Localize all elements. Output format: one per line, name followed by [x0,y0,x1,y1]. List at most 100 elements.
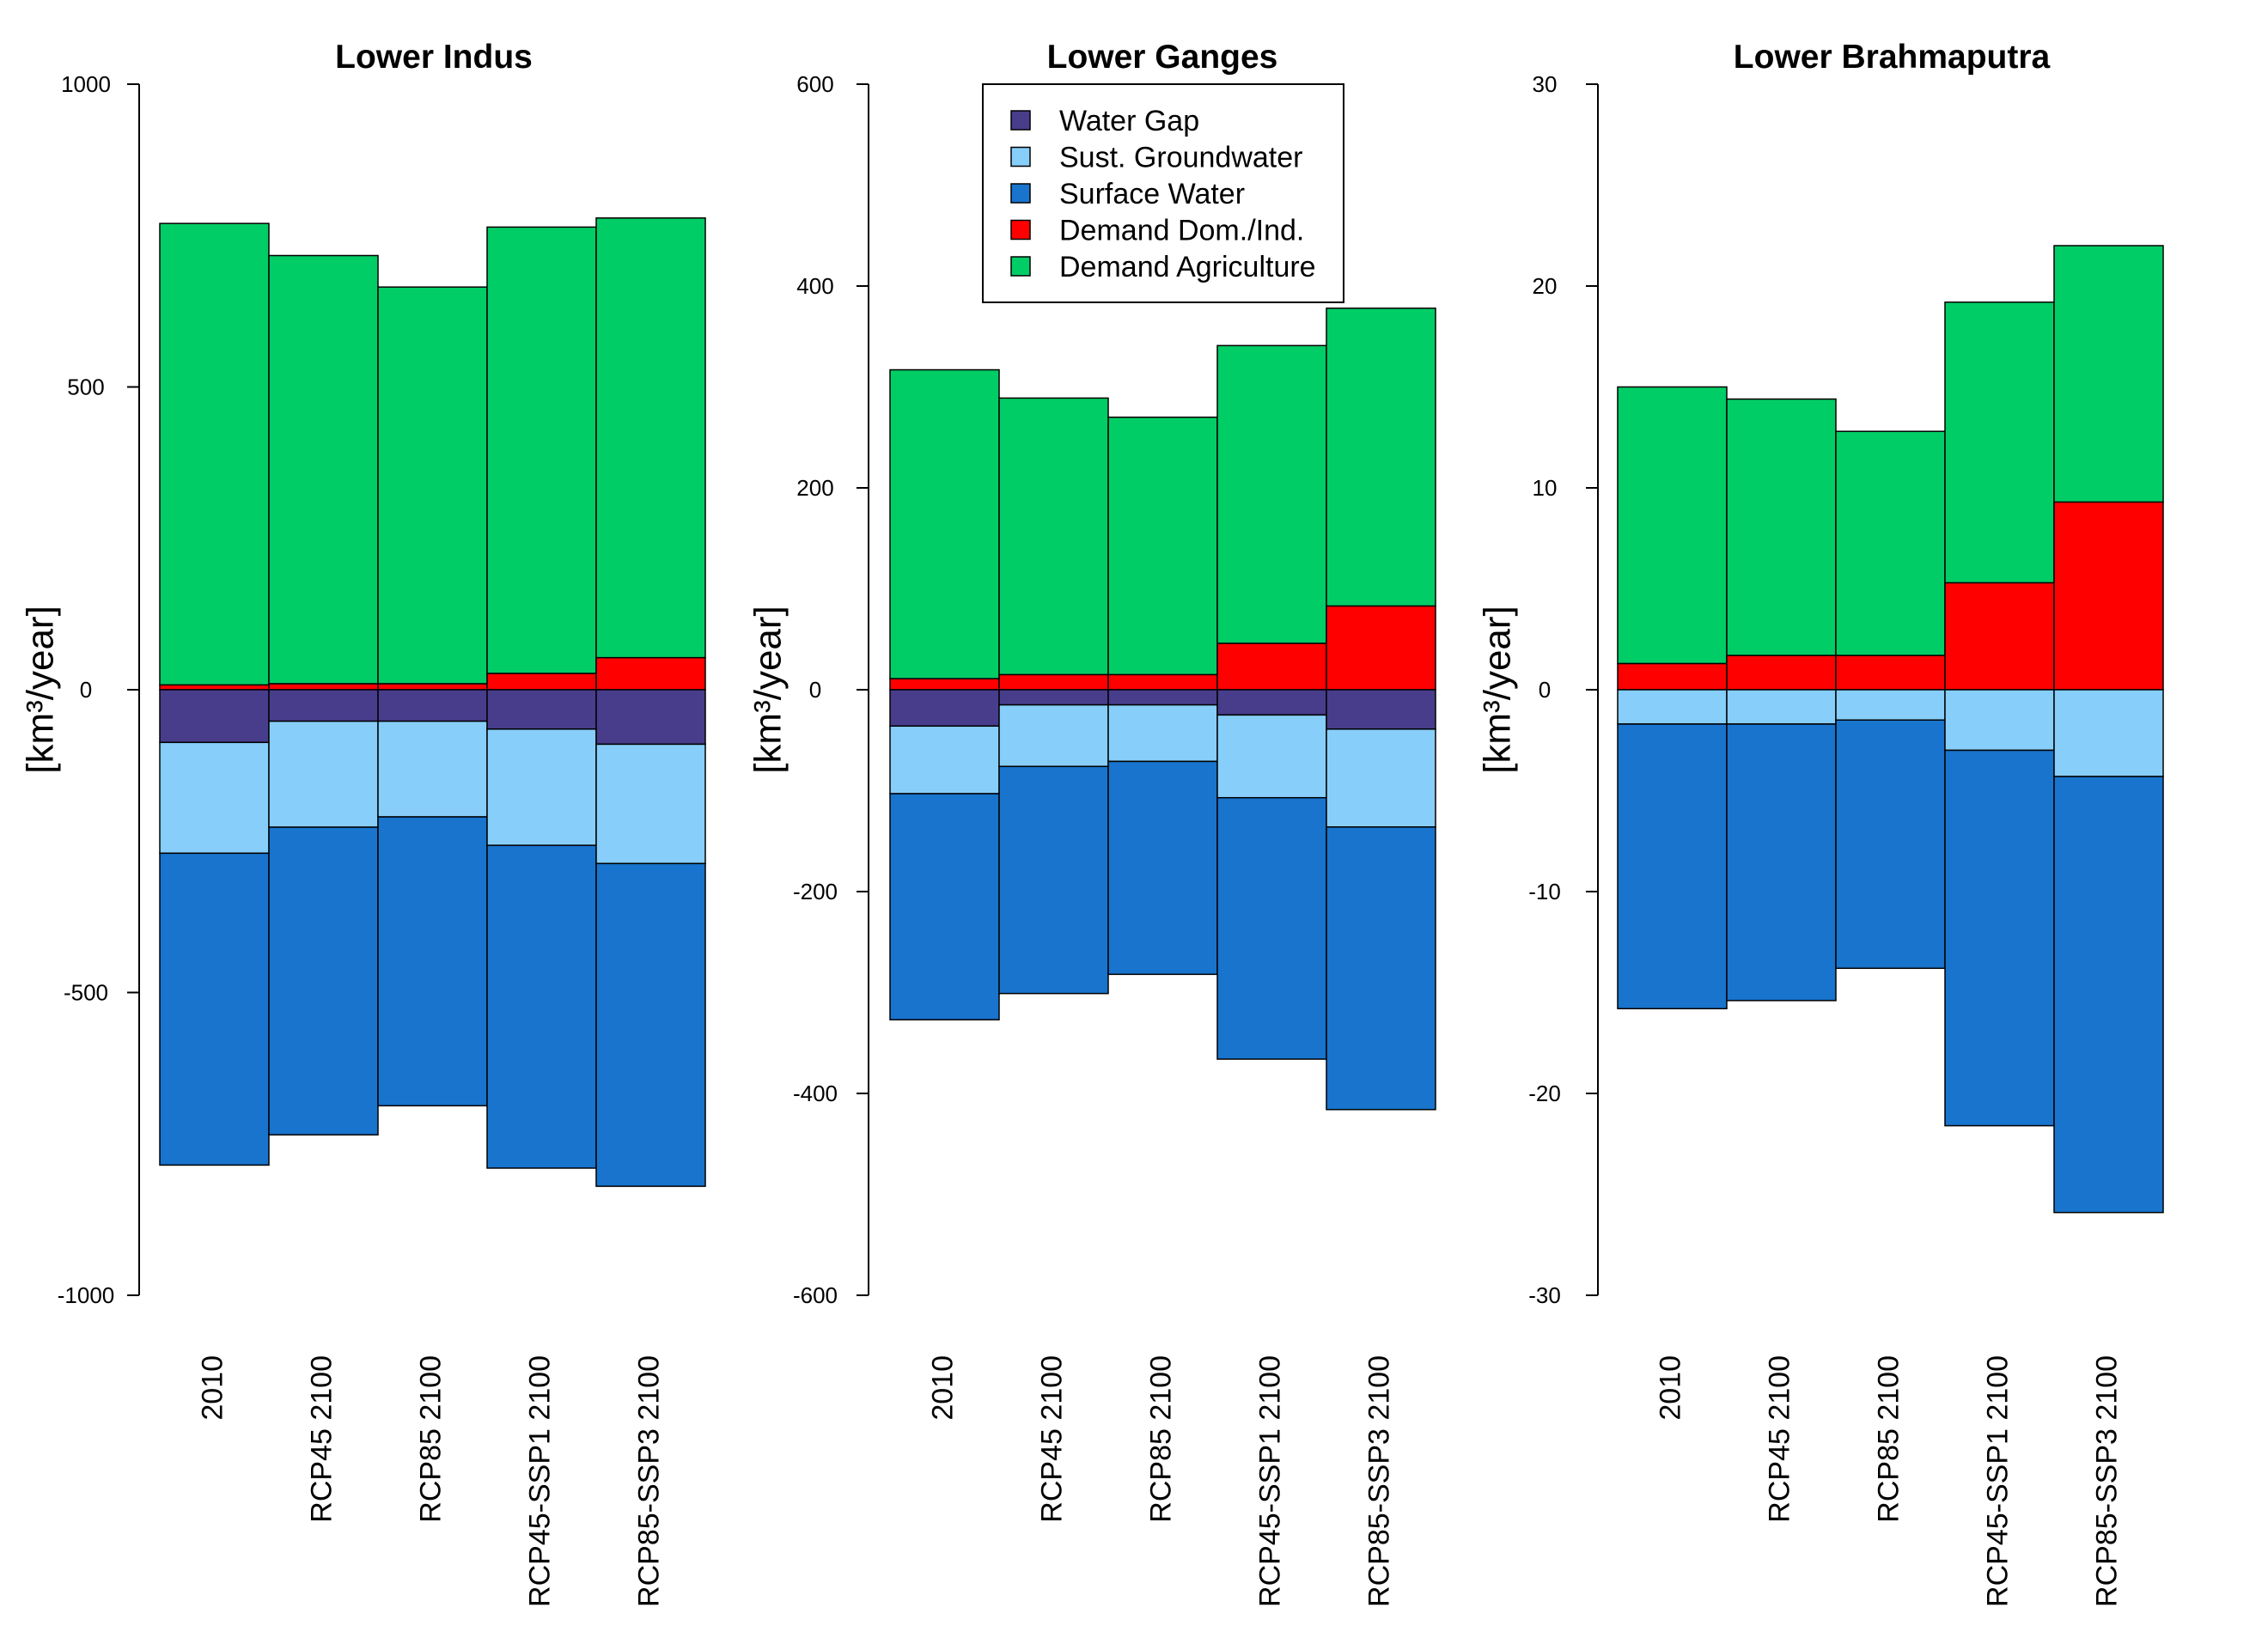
bar-demand-dom-ind [1107,673,1218,691]
bar-surface-water [1726,723,1837,1002]
bar-sust-groundwater [268,720,379,828]
bar-demand-agriculture [1726,398,1837,656]
bar-water-gap [595,689,706,746]
bar-demand-dom-ind [1216,642,1327,691]
y-tick-label: 1000 [61,71,111,97]
legend-swatch-demand-agriculture [1010,256,1031,277]
bar-demand-agriculture [1835,430,1946,656]
bar-demand-agriculture [1326,308,1436,607]
bar-demand-agriculture [377,286,488,685]
bar-demand-dom-ind [268,683,379,691]
bar-surface-water [889,793,1000,1020]
legend-label: Demand Agriculture [1059,251,1316,283]
bar-sust-groundwater [1726,689,1837,725]
legend-label: Surface Water [1059,178,1245,210]
legend-label: Water Gap [1059,105,1199,137]
y-tick-label: -20 [1528,1081,1561,1106]
y-axis-label: [km³/year] [1477,606,1519,774]
y-tick-label: -200 [793,879,838,904]
category-label: RCP85 2100 [1872,1355,1905,1523]
bar-demand-agriculture [159,222,270,686]
y-tick-label: 20 [1533,273,1558,299]
bar-demand-agriculture [1944,301,2055,584]
category-label: RCP85 2100 [414,1355,447,1523]
bar-demand-dom-ind [1617,662,1728,691]
category-label: 2010 [196,1355,229,1421]
bar-surface-water [1107,760,1218,976]
bar-surface-water [268,826,379,1136]
category-label: RCP45-SSP1 2100 [1253,1355,1286,1607]
bar-sust-groundwater [159,741,270,855]
bar-demand-dom-ind [1326,605,1436,691]
bar-demand-agriculture [486,226,597,674]
category-label: RCP45-SSP1 2100 [523,1355,556,1607]
bar-demand-agriculture [1617,386,1728,665]
y-tick-label: 10 [1533,475,1558,501]
y-tick-label: -500 [64,980,108,1006]
bar-demand-dom-ind [159,684,270,691]
panel-1: Lower Ganges -600 -400 -200 0 200 400 600 [km³/y… [747,39,1436,1607]
bar-demand-dom-ind [2053,501,2164,691]
bar-water-gap [1326,689,1436,730]
bar-surface-water [2053,776,2164,1214]
category-label: RCP45 2100 [1763,1355,1796,1523]
category-label: RCP85-SSP3 2100 [1363,1355,1395,1607]
bar-water-gap [268,689,379,722]
y-axis-label: [km³/year] [747,606,790,774]
bar-sust-groundwater [377,720,488,818]
bar-sust-groundwater [1326,728,1436,828]
panel-title: Lower Ganges [1047,39,1278,76]
y-axis-label: [km³/year] [20,606,62,774]
category-label: RCP85 2100 [1144,1355,1177,1523]
bar-water-gap [889,689,1000,728]
y-tick-label: 500 [67,374,104,400]
y-tick-label: -10 [1528,879,1561,904]
bar-surface-water [1216,796,1327,1060]
bar-surface-water [1835,719,1946,970]
bar-demand-dom-ind [377,683,488,691]
bar-water-gap [486,689,597,730]
legend-swatch-water-gap [1010,110,1031,131]
bar-demand-agriculture [1216,344,1327,644]
bar-surface-water [595,862,706,1187]
bar-water-gap [1107,689,1218,706]
y-tick-label: 30 [1533,71,1558,97]
bar-demand-agriculture [268,254,379,685]
y-tick-label: 0 [809,677,821,703]
bar-demand-dom-ind [486,673,597,691]
bar-demand-dom-ind [595,656,706,691]
category-label: 2010 [926,1355,959,1421]
bar-water-gap [159,689,270,744]
legend-swatch-demand-dom-ind [1010,219,1031,241]
legend-box [982,83,1344,303]
y-tick-label: 0 [1539,677,1551,703]
legend-label: Sust. Groundwater [1059,142,1302,174]
bar-sust-groundwater [2053,689,2164,777]
panel-2: Lower Brahmaputra -30 -20 -10 0 10 20 30 [km³/ye… [1477,39,2164,1607]
bar-surface-water [1944,749,2055,1127]
bar-sust-groundwater [1216,714,1327,799]
bar-sust-groundwater [595,743,706,865]
bar-surface-water [486,844,597,1169]
bar-sust-groundwater [486,728,597,846]
bar-surface-water [377,816,488,1107]
bar-sust-groundwater [1617,689,1728,725]
category-label: RCP45-SSP1 2100 [1981,1355,2014,1607]
bar-sust-groundwater [1107,703,1218,763]
bar-demand-dom-ind [1726,655,1837,691]
bar-demand-dom-ind [1835,655,1946,691]
bar-surface-water [998,765,1109,995]
bar-demand-agriculture [595,217,706,659]
bar-water-gap [377,689,488,722]
bar-surface-water [1326,826,1436,1111]
y-tick-label: -600 [793,1282,838,1308]
bar-sust-groundwater [889,725,1000,795]
bar-surface-water [1617,723,1728,1010]
y-tick-label: -30 [1528,1282,1561,1308]
bar-demand-dom-ind [889,678,1000,691]
y-tick-label: 0 [80,677,92,703]
legend: Water Gap Sust. Groundwater Surface Water D… [982,83,1344,303]
panel-title: Lower Indus [335,39,533,76]
bar-demand-agriculture [2053,245,2164,503]
